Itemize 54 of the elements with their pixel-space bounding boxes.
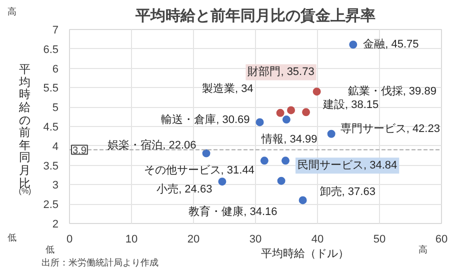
y-tick-label: 4	[52, 140, 59, 153]
point	[202, 149, 210, 158]
x-tick-label: 10	[125, 234, 138, 246]
x-tick-label: 60	[435, 234, 448, 246]
annotation: 輸送・倉庫, 30.69	[161, 113, 250, 126]
y-tick-label: 2.5	[43, 199, 59, 212]
point	[260, 156, 268, 165]
y-tick-label: 5	[52, 102, 59, 114]
annotation: 鉱業・伐採, 39.89	[348, 84, 436, 98]
y-tick-label: 4.5	[43, 122, 59, 134]
point	[312, 88, 321, 96]
text: 高	[8, 6, 16, 18]
y-tick-label: 3.5	[43, 160, 59, 172]
x-tick-label: 0	[66, 234, 73, 246]
y-tick-label: 5.5	[43, 82, 59, 95]
point	[276, 108, 284, 117]
annotation: 民間サービス, 34.84	[298, 160, 398, 172]
x-tick-label: 40	[311, 234, 324, 246]
x-tick-label: 20	[187, 234, 200, 246]
annotation: 情報, 34.99	[260, 132, 318, 146]
annotation: 製造業, 34	[202, 82, 254, 95]
point	[302, 108, 310, 116]
chart-title: 平均時給と前年同月比の賃金上昇率	[134, 6, 376, 24]
point	[282, 156, 290, 165]
x-axis-title: 平均時給（ドル）	[261, 247, 349, 262]
point	[287, 106, 296, 114]
point	[327, 130, 336, 138]
text: 低	[46, 244, 54, 256]
annotation: 教育・健康, 34.16	[188, 204, 278, 218]
annotation: その他サービス, 31.44	[144, 164, 254, 177]
x-tick-label: 50	[373, 234, 386, 246]
y-tick-label: 2	[52, 218, 59, 230]
ref-line-label: 3.9	[72, 145, 87, 156]
annotation: 娯楽・宿泊, 22.06	[108, 138, 196, 152]
annotation: 建設, 38.15	[322, 98, 379, 112]
y-tick-label: 6	[52, 63, 59, 76]
annotation: 金融, 45.75	[363, 38, 419, 51]
point	[277, 176, 286, 185]
text: 出所：米労働統計局より作成	[42, 256, 158, 270]
text: 高	[418, 244, 428, 256]
point	[298, 196, 307, 204]
x-tick-label: 30	[249, 234, 262, 246]
point	[218, 178, 226, 186]
point	[349, 40, 358, 49]
text: 低	[8, 232, 16, 244]
annotation: 専門サービス, 42.23	[340, 122, 440, 135]
y-tick-label: 3	[52, 180, 59, 192]
point	[256, 118, 264, 126]
y-tick-label: 7	[52, 24, 59, 36]
point	[282, 116, 290, 124]
annotation: 財部門, 35.73	[248, 65, 314, 78]
y-tick-label: 6.5	[43, 44, 59, 56]
annotation: 卸売, 37.63	[320, 185, 376, 198]
annotation: 小売, 24.63	[156, 182, 212, 196]
